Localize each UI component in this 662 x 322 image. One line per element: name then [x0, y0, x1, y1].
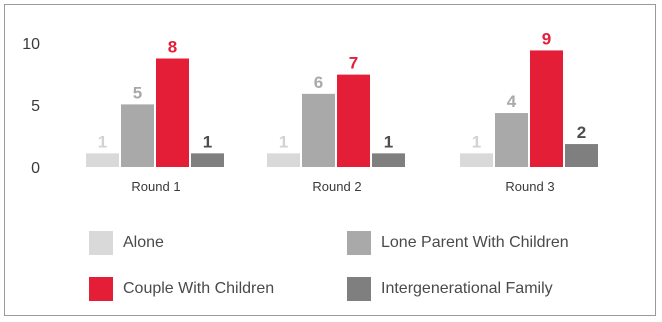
- y-tick-label: 0: [31, 160, 40, 177]
- bar-couple-with-children-round-1: [156, 58, 189, 167]
- x-category-label: Round 1: [131, 179, 180, 194]
- bar-value-label: 1: [384, 132, 393, 151]
- bar-value-label: 8: [168, 38, 177, 57]
- bar-alone-round-2: [267, 153, 300, 167]
- bar-alone-round-1: [86, 153, 119, 167]
- bar-intergenerational-family-round-2: [372, 153, 405, 167]
- bar-couple-with-children-round-3: [530, 50, 563, 167]
- bar-value-label: 1: [279, 132, 288, 151]
- bar-value-label: 7: [349, 54, 358, 73]
- bar-value-label: 1: [98, 132, 107, 151]
- bar-lone-parent-with-children-round-3: [495, 113, 528, 167]
- bar-value-label: 6: [314, 73, 323, 92]
- bar-value-label: 1: [472, 132, 481, 151]
- bar-value-label: 9: [542, 29, 551, 48]
- bars: [86, 50, 598, 167]
- bar-lone-parent-with-children-round-2: [302, 93, 335, 167]
- bar-value-label: 1: [203, 132, 212, 151]
- bar-couple-with-children-round-2: [337, 74, 370, 167]
- bar-intergenerational-family-round-1: [191, 153, 224, 167]
- y-axis: 0 5 10: [22, 36, 40, 177]
- x-axis-categories: Round 1 Round 2 Round 3: [131, 179, 554, 194]
- y-tick-label: 10: [22, 36, 40, 53]
- x-category-label: Round 2: [312, 179, 361, 194]
- bar-value-label: 4: [507, 92, 517, 111]
- bar-value-label: 2: [577, 123, 586, 142]
- bar-alone-round-3: [460, 153, 493, 167]
- bar-value-label: 5: [133, 83, 142, 102]
- bar-lone-parent-with-children-round-1: [121, 104, 154, 167]
- y-tick-label: 5: [31, 98, 40, 115]
- x-category-label: Round 3: [505, 179, 554, 194]
- bar-intergenerational-family-round-3: [565, 144, 598, 167]
